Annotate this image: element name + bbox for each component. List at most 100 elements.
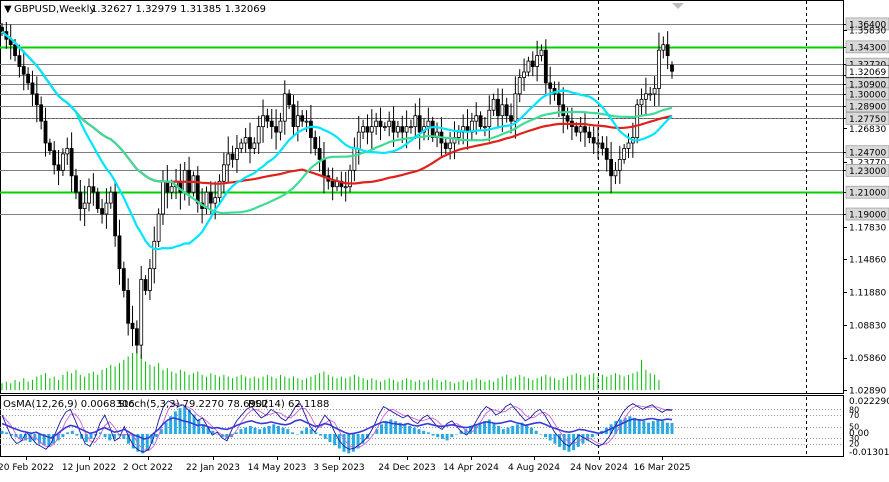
candle-body — [543, 49, 548, 84]
osma-bar — [206, 427, 210, 434]
candle-body — [152, 240, 157, 270]
osma-bar — [112, 433, 116, 439]
time-axis: 20 Feb 2022 12 Jun 2022 2 Oct 2022 22 Jan 2… — [0, 456, 691, 473]
candle-body — [591, 137, 596, 144]
candle-body — [69, 148, 74, 177]
candle-body — [17, 55, 22, 67]
candle-body — [113, 191, 118, 237]
osma-bar — [173, 411, 177, 434]
osma-bar — [370, 433, 374, 435]
chart-shift-marker-icon[interactable] — [672, 3, 684, 9]
candle-body — [635, 104, 640, 138]
candle-body — [26, 73, 31, 84]
candle-body — [361, 126, 366, 133]
candle-body — [509, 115, 513, 122]
osma-bar — [314, 432, 318, 434]
candle-body — [609, 158, 613, 177]
osma-bar — [150, 433, 154, 444]
vertical-period-separators — [598, 1, 807, 456]
candle-body — [274, 126, 278, 133]
price-level-tag — [845, 145, 889, 159]
candle-body — [248, 137, 252, 149]
osma-bar — [515, 424, 519, 434]
candle-body — [195, 175, 200, 204]
osma-bar — [501, 429, 505, 434]
candle-body — [596, 142, 600, 145]
candle-body — [21, 66, 26, 75]
osma-bar — [66, 432, 70, 434]
candle-body — [626, 142, 631, 149]
osma-bar — [61, 433, 65, 438]
candle-body — [378, 120, 383, 128]
candle-body — [369, 126, 374, 133]
price-tick-label: 1.23000 — [849, 167, 886, 177]
candle-body — [265, 115, 270, 122]
candle-body — [522, 71, 526, 78]
candle-body — [108, 191, 113, 204]
candle-body — [304, 120, 309, 123]
candle-body — [578, 126, 583, 133]
candle-body — [587, 131, 592, 138]
candle-body — [39, 104, 44, 122]
price-level-tag — [845, 40, 889, 54]
candle-body — [330, 180, 335, 188]
candle-body — [13, 44, 17, 57]
candle-body — [261, 115, 265, 128]
candle-body — [161, 180, 165, 215]
osma-bar — [380, 424, 384, 434]
candle-body — [213, 197, 218, 204]
candle-body — [400, 126, 405, 133]
osma-bar — [670, 423, 674, 434]
candle-body — [43, 120, 48, 144]
candle-body — [291, 104, 296, 128]
candle-body — [491, 98, 496, 111]
candle-body — [535, 55, 540, 67]
osma-bar — [258, 429, 262, 434]
price-tick-label: 1.11880 — [849, 288, 886, 298]
candle-body — [617, 158, 622, 171]
osma-bar — [426, 432, 430, 434]
osma-bar — [169, 416, 173, 434]
indicator-tick-label: 0.00 — [849, 429, 869, 439]
candle-body — [282, 93, 287, 122]
rsi-line — [1, 417, 673, 440]
candle-body — [239, 142, 244, 149]
osma-bar — [309, 429, 313, 434]
candle-body — [404, 126, 409, 133]
osma-bar — [478, 422, 482, 434]
candle-body — [300, 115, 305, 122]
candle-body — [139, 279, 144, 346]
candle-body — [104, 202, 109, 215]
price-level-tag — [845, 112, 889, 125]
candle-body — [87, 186, 91, 204]
osma-bar — [375, 429, 379, 434]
candle-body — [352, 148, 357, 171]
osma-bar — [300, 430, 304, 434]
symbol-triangle-icon[interactable]: ▼ — [4, 4, 12, 15]
current-price-tag — [845, 64, 889, 78]
osma-bar — [567, 433, 571, 452]
osma-bar — [70, 430, 74, 434]
osma-bar — [633, 417, 637, 434]
main-pane-frame — [0, 0, 844, 394]
candle-body — [217, 180, 222, 199]
osma-label: OsMA(12,26,9) 0.0068306 — [3, 399, 135, 410]
osma-bar — [529, 427, 533, 434]
osma-bar — [37, 433, 41, 444]
candle-body — [526, 60, 531, 73]
osma-bar — [553, 433, 557, 444]
current-price-label: 1.32069 — [849, 68, 886, 78]
osma-bar — [534, 430, 538, 434]
time-tick-label: 14 Apr 2024 — [443, 463, 499, 473]
stoch-level-label: 70 — [849, 411, 859, 420]
osma-bar — [164, 422, 168, 434]
osma-bar — [656, 419, 660, 434]
time-tick-label: 20 Feb 2022 — [0, 463, 54, 473]
candle-body — [604, 148, 609, 160]
osma-bar — [108, 433, 112, 441]
candle-body — [574, 126, 579, 133]
ma-fast-line — [1, 30, 673, 251]
